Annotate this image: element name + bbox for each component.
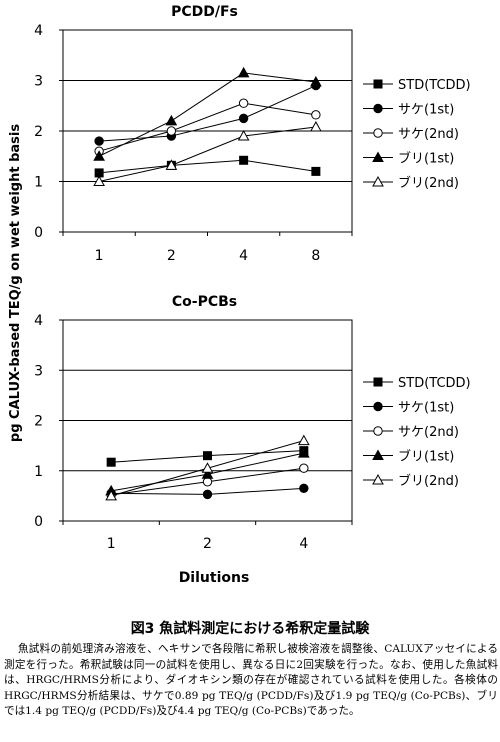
y-tick-label: 4 xyxy=(34,23,43,39)
data-point xyxy=(201,462,214,473)
series-line xyxy=(98,102,316,152)
data-point xyxy=(311,110,321,120)
y-tick-label: 0 xyxy=(34,225,43,241)
data-point xyxy=(106,457,116,467)
data-point xyxy=(202,477,213,487)
legend-label: ブリ(2nd) xyxy=(398,473,459,489)
chart-title: PCDD/Fs xyxy=(171,4,238,20)
y-tick-label: 1 xyxy=(34,464,43,480)
series-line xyxy=(98,72,316,157)
data-point xyxy=(311,166,321,176)
y-tick-label: 2 xyxy=(34,124,43,140)
legend-marker xyxy=(373,401,383,412)
legend-label: STD(TCDD) xyxy=(398,78,471,93)
figure-caption: 図3 魚試料測定における希釈定量試験 xyxy=(130,621,370,637)
x-tick-label: 2 xyxy=(167,248,176,264)
series-line xyxy=(99,126,316,182)
legend-marker xyxy=(373,79,383,89)
data-point xyxy=(310,75,322,87)
x-tick-label: 1 xyxy=(107,536,116,552)
x-tick-label: 1 xyxy=(95,248,104,264)
x-tick-label: 4 xyxy=(239,248,248,264)
data-point xyxy=(94,136,104,146)
data-point xyxy=(105,489,118,501)
legend-label: サケ(1st) xyxy=(398,401,454,416)
figure-canvas: 0 1 2 3 4 1 2 4 8 PCDD/Fs STD(TCDD) サケ(1st) サケ(2nd) ブ… xyxy=(8,4,471,586)
data-point xyxy=(299,483,309,494)
data-point xyxy=(93,175,105,186)
data-point xyxy=(239,155,249,165)
legend-marker xyxy=(373,103,383,114)
legend-label: ブリ(2nd) xyxy=(398,175,459,191)
data-point xyxy=(297,434,310,446)
data-point xyxy=(299,463,309,473)
data-point xyxy=(237,130,250,141)
x-axis-label: Dilutions xyxy=(179,570,250,586)
y-tick-label: 0 xyxy=(34,514,43,530)
co-pcbs-chart: 0 1 2 3 4 1 2 4 Co-PCBs STD(TCDD) サケ(1st) サケ(2nd) ブリ… xyxy=(34,294,471,552)
y-tick-label: 3 xyxy=(34,363,43,379)
x-tick-label: 4 xyxy=(299,536,308,552)
legend-marker xyxy=(372,175,384,187)
chart-title: Co-PCBs xyxy=(172,294,237,310)
data-point xyxy=(310,120,322,132)
figure-description: 魚試料の前処理済み溶液を、ヘキサンで各段階に希釈し被検溶液を調整後、CALUXア… xyxy=(4,643,498,717)
legend-marker xyxy=(372,473,384,485)
data-point xyxy=(166,126,177,136)
legend-marker xyxy=(373,128,383,138)
y-tick-label: 3 xyxy=(34,74,43,90)
y-tick-label: 1 xyxy=(34,175,43,191)
data-point xyxy=(202,489,213,500)
legend-label: STD(TCDD) xyxy=(398,376,471,391)
legend-marker xyxy=(372,151,384,162)
series-line xyxy=(99,159,316,174)
data-point xyxy=(165,114,178,126)
x-tick-label: 8 xyxy=(311,248,320,264)
legend-label: サケ(1st) xyxy=(398,103,454,118)
legend-label: ブリ(1st) xyxy=(398,151,454,167)
legend-label: ブリ(1st) xyxy=(398,449,454,465)
y-tick-label: 2 xyxy=(34,414,43,430)
legend-label: サケ(2nd) xyxy=(398,425,459,440)
data-point xyxy=(93,150,105,161)
data-point xyxy=(203,451,212,461)
legend-label: サケ(2nd) xyxy=(398,127,459,142)
data-point xyxy=(201,468,214,479)
x-tick-label: 2 xyxy=(203,536,212,552)
data-point xyxy=(165,159,178,170)
legend-marker xyxy=(373,377,383,387)
y-axis-label: pg CALUX-based TEQ/g on wet weight basis xyxy=(8,124,23,442)
legend-marker xyxy=(372,449,384,460)
data-point xyxy=(238,98,249,108)
legend-marker xyxy=(373,426,383,436)
data-point xyxy=(237,66,250,78)
data-point xyxy=(238,113,249,124)
y-tick-label: 4 xyxy=(34,313,43,329)
data-point xyxy=(297,447,310,458)
pcddfs-chart: 0 1 2 3 4 1 2 4 8 PCDD/Fs STD(TCDD) サケ(1st) サケ(2nd) ブ… xyxy=(34,4,471,264)
